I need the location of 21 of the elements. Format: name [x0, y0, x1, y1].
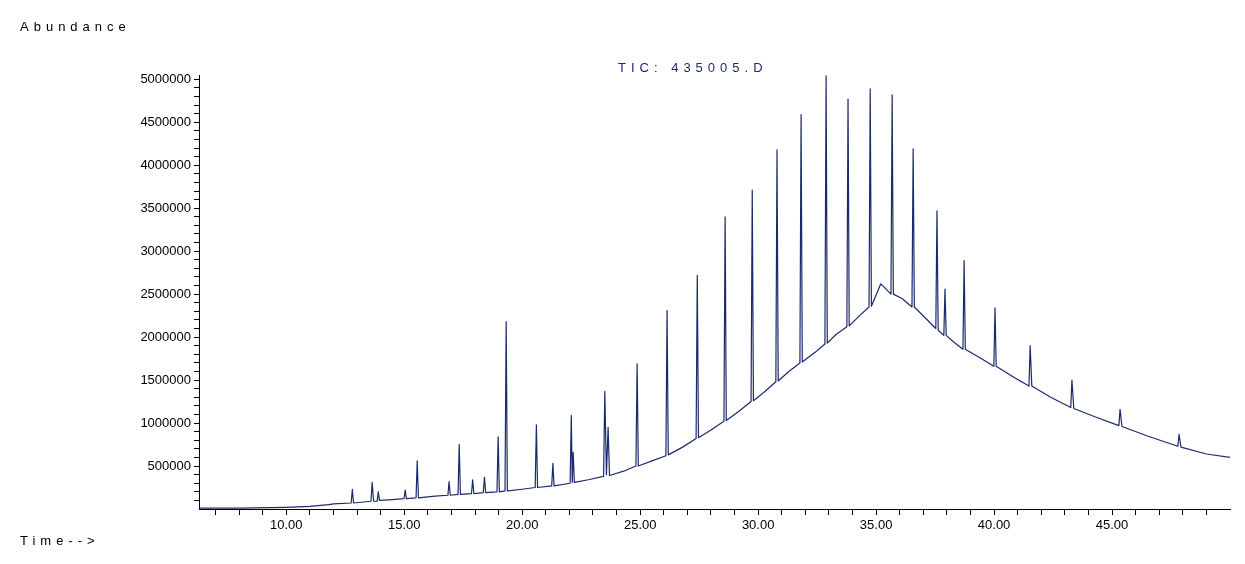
y-tick-label: 4500000 — [140, 113, 191, 129]
y-tick-label: 500000 — [147, 457, 191, 473]
y-tick-label: 2500000 — [140, 285, 191, 301]
y-tick-label: 2000000 — [140, 328, 191, 344]
y-axis-title: Abundance — [20, 19, 131, 34]
x-tick-label: 40.00 — [977, 517, 1011, 533]
x-axis-title: Time--> — [20, 533, 100, 548]
y-tick-label: 3000000 — [140, 242, 191, 258]
x-tick-label: 45.00 — [1095, 517, 1129, 533]
y-tick-label: 4000000 — [140, 156, 191, 172]
x-tick-label: 20.00 — [505, 517, 539, 533]
chart-title: TIC: 435005.D — [618, 60, 768, 75]
x-tick-label: 10.00 — [270, 517, 303, 533]
x-tick-label: 35.00 — [859, 517, 893, 533]
x-tick-label: 30.00 — [741, 517, 775, 533]
y-tick-label: 1500000 — [140, 371, 191, 387]
x-tick-label: 25.00 — [623, 517, 657, 533]
y-tick-label: 3500000 — [140, 199, 191, 215]
x-tick-label: 15.00 — [387, 517, 421, 533]
y-tick-label: 1000000 — [140, 414, 191, 430]
y-tick-label: 5000000 — [140, 70, 191, 86]
